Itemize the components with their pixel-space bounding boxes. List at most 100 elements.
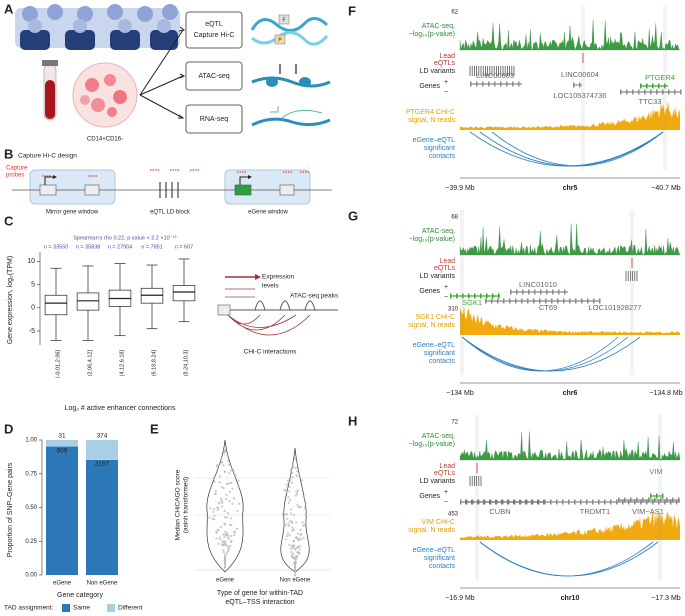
violin-point — [291, 529, 294, 532]
exon — [476, 81, 478, 87]
violin-point — [283, 488, 287, 492]
violin-point — [226, 552, 229, 555]
violin-point — [294, 561, 298, 564]
exon — [656, 89, 658, 95]
exon — [658, 499, 660, 505]
track-label: eGene–eQTL — [413, 137, 456, 144]
violin-point — [229, 544, 232, 547]
violin-point — [232, 530, 236, 533]
bar-segment — [86, 459, 118, 575]
x-tick-label: Non eGene — [87, 581, 118, 587]
exon — [610, 499, 612, 505]
gene-label: SGK1 — [462, 298, 482, 307]
exon — [450, 293, 452, 299]
exon — [513, 499, 515, 505]
track-label: significant — [424, 555, 455, 562]
violin-point — [287, 501, 290, 504]
exon — [456, 293, 458, 299]
exon — [568, 499, 570, 505]
violin-point — [225, 516, 228, 519]
exon — [474, 293, 476, 299]
axis-label: chr5 — [563, 185, 578, 192]
exon — [652, 499, 654, 505]
violin-point — [289, 478, 292, 481]
track-label: eGene–eQTL — [413, 342, 456, 349]
violin-point — [301, 479, 304, 482]
exon — [579, 82, 581, 88]
box — [172, 285, 196, 302]
y-tick-label: 0.25 — [25, 539, 37, 545]
y-axis-label: Gene expression, log₂(TPM) — [7, 256, 14, 344]
track-max: 62 — [451, 10, 458, 16]
track-label: eGene–eQTL — [413, 547, 456, 554]
violin-point — [291, 546, 294, 550]
violin-point — [287, 495, 290, 499]
n-label: n = 607 — [175, 244, 194, 250]
violin-point — [298, 537, 301, 541]
violin-point — [220, 485, 224, 489]
violin-point — [294, 547, 297, 551]
axis-label: chr6 — [563, 390, 578, 397]
violin-point — [230, 540, 233, 543]
panel-label: B — [4, 146, 13, 161]
gene-label: CUBN — [489, 507, 510, 516]
assay-label: eQTL — [205, 21, 223, 28]
value-label: 374 — [97, 433, 108, 440]
violin-point — [233, 533, 236, 537]
chic-signal — [460, 100, 680, 130]
highlight — [581, 5, 585, 170]
track-label: −log₁₀(p-value) — [409, 31, 455, 38]
exon — [498, 293, 500, 299]
violin-point — [218, 536, 221, 539]
track-label: signal, N reads — [408, 322, 455, 329]
x-tick-label: (8.24,10.3] — [183, 350, 189, 377]
track-label: contacts — [429, 358, 456, 365]
exon — [557, 298, 559, 304]
exon — [486, 293, 488, 299]
exon — [506, 81, 508, 87]
violin-point — [295, 492, 298, 495]
y-tick-label: 0.50 — [25, 505, 37, 511]
violin-point — [296, 555, 299, 558]
exon — [503, 298, 505, 304]
violin-point — [223, 470, 226, 473]
violin-point — [231, 487, 234, 490]
violin-point — [232, 497, 236, 500]
panel-title: Capture Hi-C design — [18, 153, 77, 160]
exon — [480, 293, 482, 299]
violin-point — [286, 517, 289, 520]
atac-signal — [459, 223, 681, 256]
violin-point — [290, 522, 294, 525]
highlight — [475, 415, 479, 580]
exon — [460, 499, 462, 505]
violin-point — [212, 477, 215, 480]
axis-label: chr10 — [561, 595, 580, 602]
exon — [646, 83, 648, 89]
violin-point — [220, 461, 223, 464]
exon — [485, 298, 487, 304]
violin-point — [291, 472, 294, 475]
violin-point — [217, 507, 220, 510]
violin-point — [218, 501, 221, 504]
track-label: eQTLs — [434, 265, 456, 272]
violin-point — [226, 536, 229, 539]
exon — [551, 298, 553, 304]
track-label: Genes — [419, 288, 440, 295]
track-label: LD variants — [420, 273, 456, 280]
violin-point — [299, 505, 302, 508]
exon — [509, 298, 511, 304]
x-tick-label: (-0.01,2.06] — [55, 350, 61, 379]
chic-signal — [460, 305, 680, 335]
violin-point — [223, 516, 226, 519]
violin-point — [219, 525, 222, 529]
violin-point — [217, 464, 220, 467]
violin-point — [225, 497, 228, 501]
contact-arc — [461, 336, 641, 372]
value-label: 609 — [57, 447, 68, 454]
population-icons — [15, 4, 180, 50]
track-label: contacts — [429, 153, 456, 160]
exon — [527, 298, 529, 304]
track-label: eQTLs — [434, 60, 456, 67]
violin-point — [232, 469, 235, 472]
violin-point — [223, 522, 226, 525]
